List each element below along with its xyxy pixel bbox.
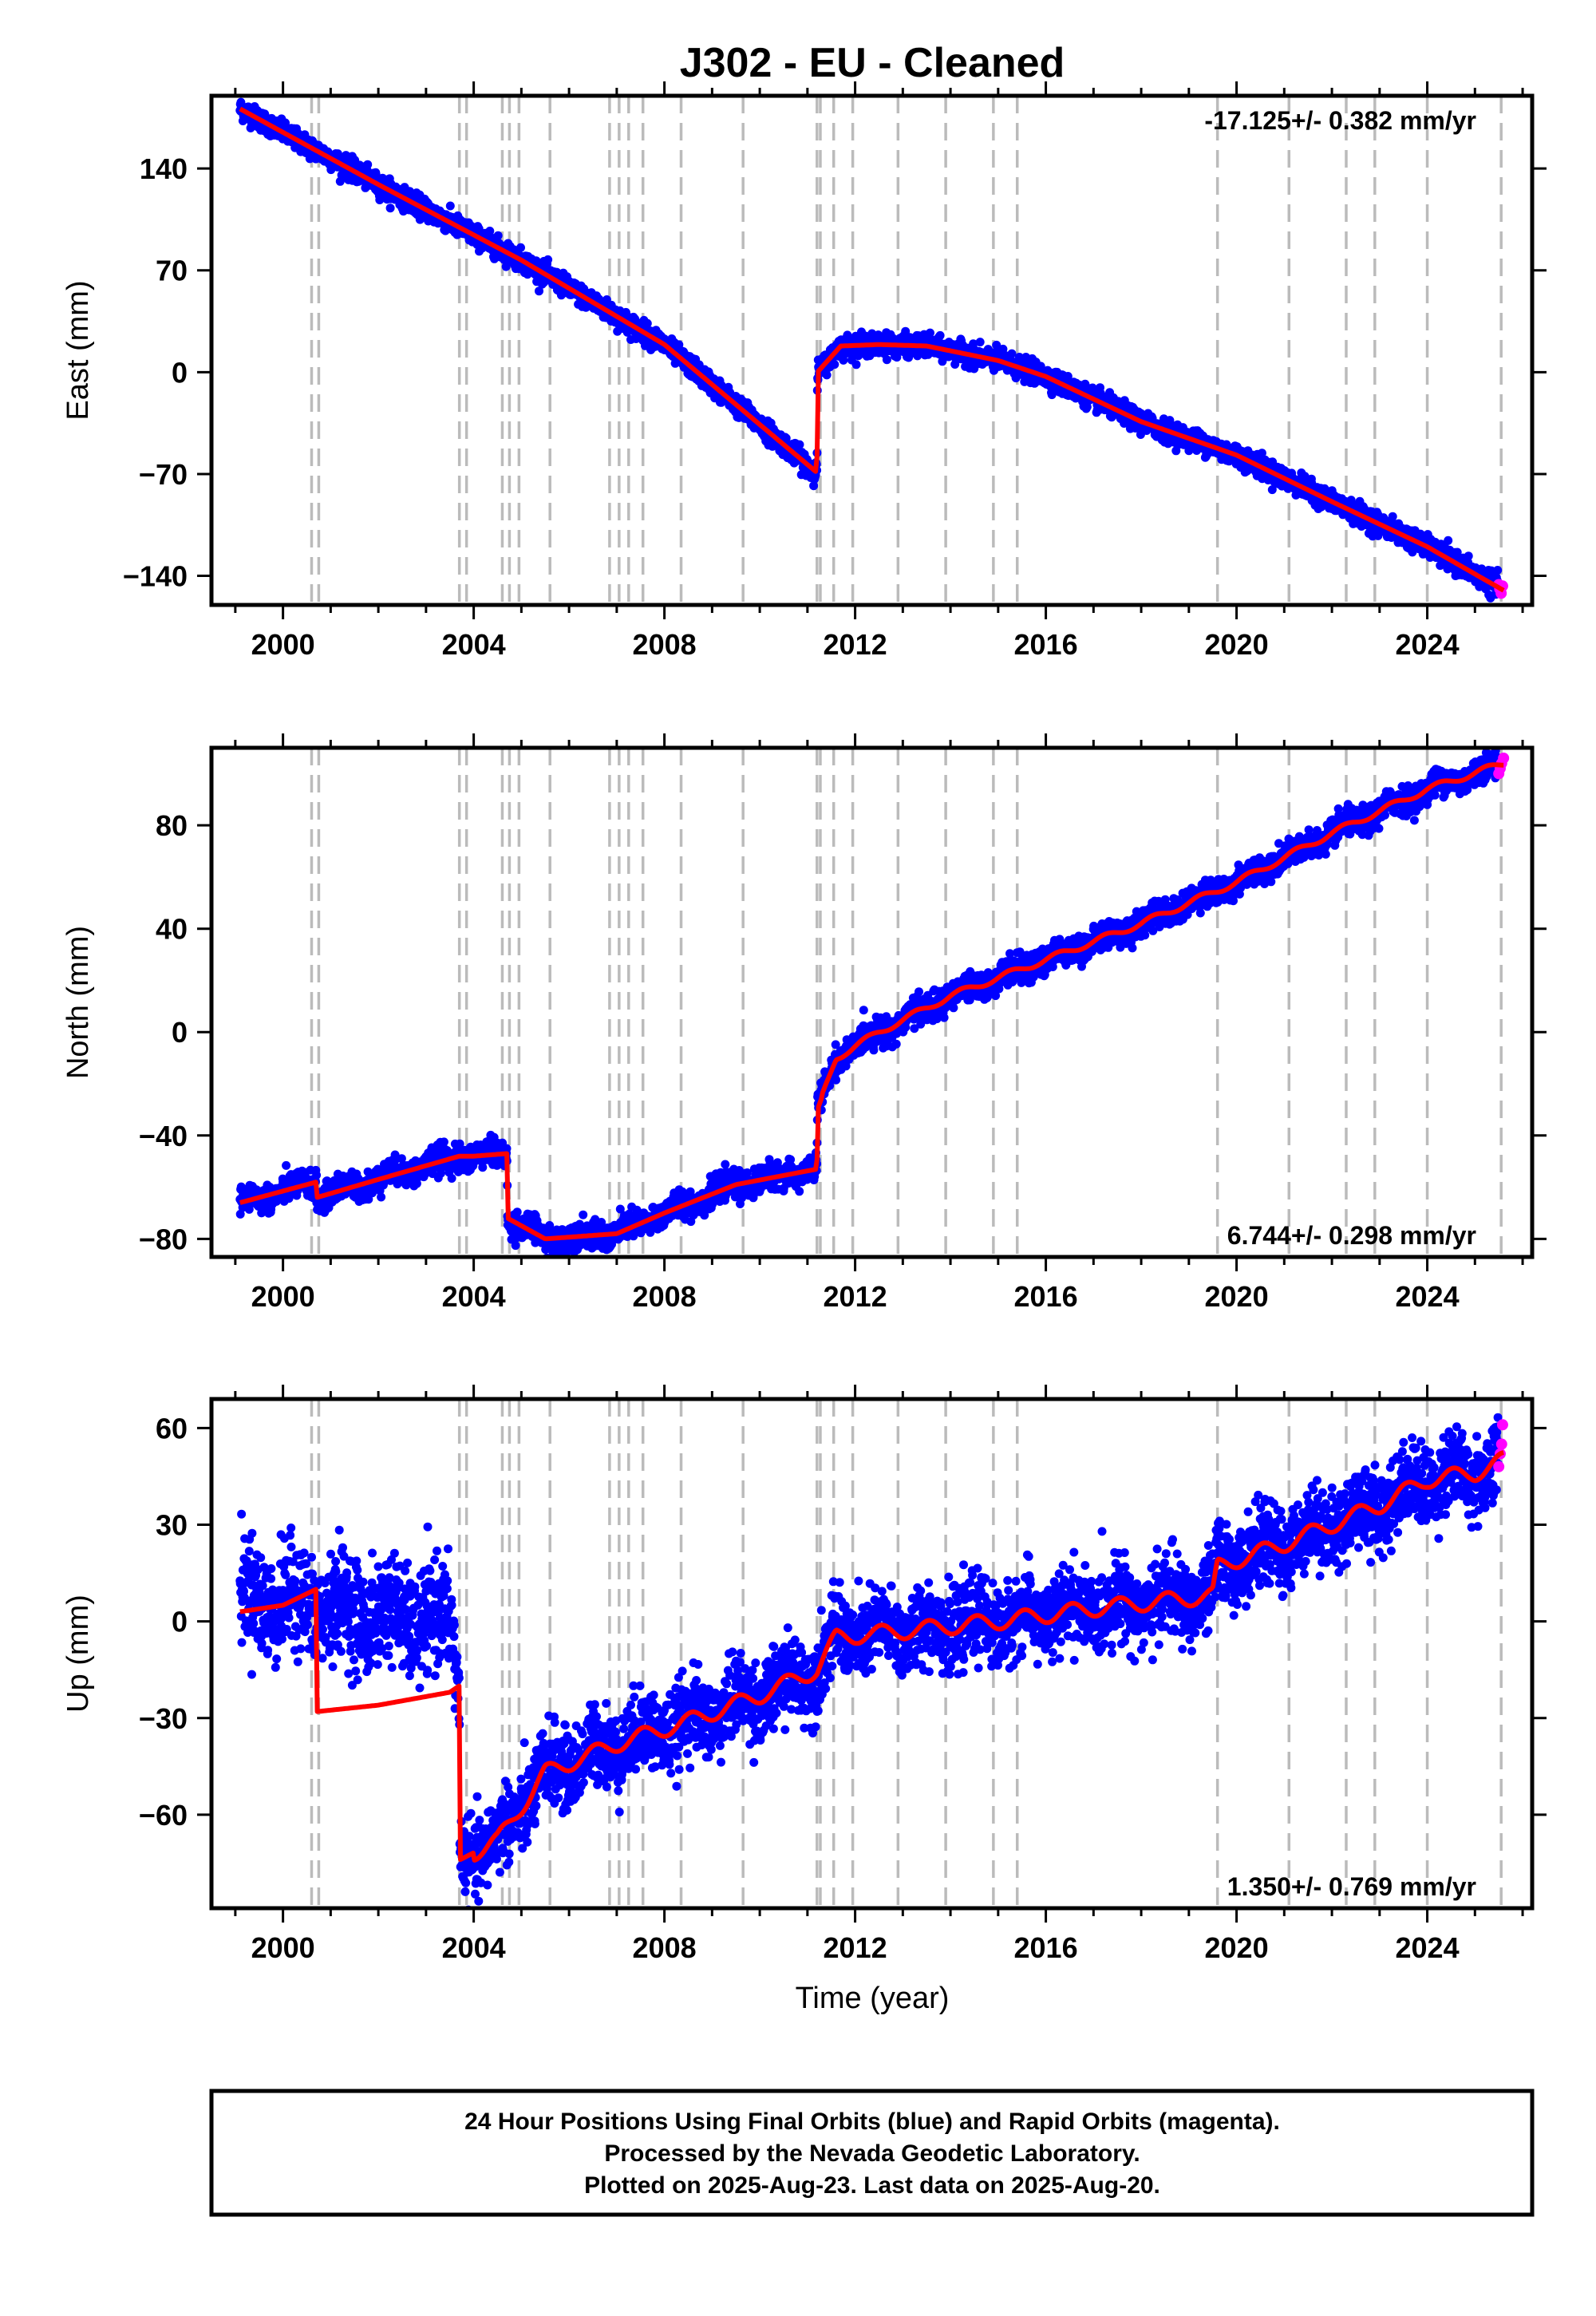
data-point [975,338,985,347]
y-tick-label: −140 [123,560,188,593]
data-point [1257,449,1266,458]
data-point [1444,536,1453,545]
data-point [1464,551,1473,561]
rate-annotation: -17.125+/- 0.382 mm/yr [1204,106,1476,135]
data-point [282,1160,291,1170]
data-point [543,255,553,264]
y-tick-label: 0 [172,356,188,389]
data-point [1452,547,1462,557]
x-tick-label: 2020 [1205,628,1269,661]
x-tick-label: 2000 [251,628,315,661]
data-point [642,318,652,328]
data-point [493,231,503,240]
data-point [363,160,373,169]
data-point [312,1171,322,1180]
plot-area [235,96,1508,605]
data-point [935,330,945,340]
x-tick-label: 2016 [1014,628,1078,661]
data-point [516,243,525,252]
data-point [1388,512,1397,521]
data-point [1007,349,1017,358]
final-orbit-points [235,97,1503,603]
y-tick-label: 140 [140,152,188,185]
x-tick-label: 2012 [824,628,887,661]
data-point [1493,566,1503,575]
data-point [1082,402,1092,412]
data-point [901,326,911,336]
final-orbit-points [235,748,1503,1257]
data-point [1267,485,1277,495]
data-point [926,328,934,338]
y-tick-label: 70 [156,255,188,287]
data-point [851,360,861,370]
data-point [445,201,455,211]
y-tick-label: −70 [139,458,188,491]
east-axis-label: East (mm) [61,280,95,420]
data-point [385,204,395,213]
x-tick-label: 2024 [1396,628,1460,661]
x-tick-label: 2004 [442,628,506,661]
data-point [882,355,891,365]
east-panel: −140 −70 0 70 140 2000 2004 2008 2012 2016 2020 202… [61,81,1547,661]
data-point [795,440,804,449]
data-point [809,481,819,491]
chart-title: J302 - EU - Cleaned [680,40,1065,86]
data-point [822,370,832,380]
data-point [830,360,839,370]
x-tick-label: 2008 [633,628,697,661]
data-point [839,355,848,365]
plot-area [235,748,1510,1257]
data-point [535,287,543,296]
data-point [892,353,902,362]
